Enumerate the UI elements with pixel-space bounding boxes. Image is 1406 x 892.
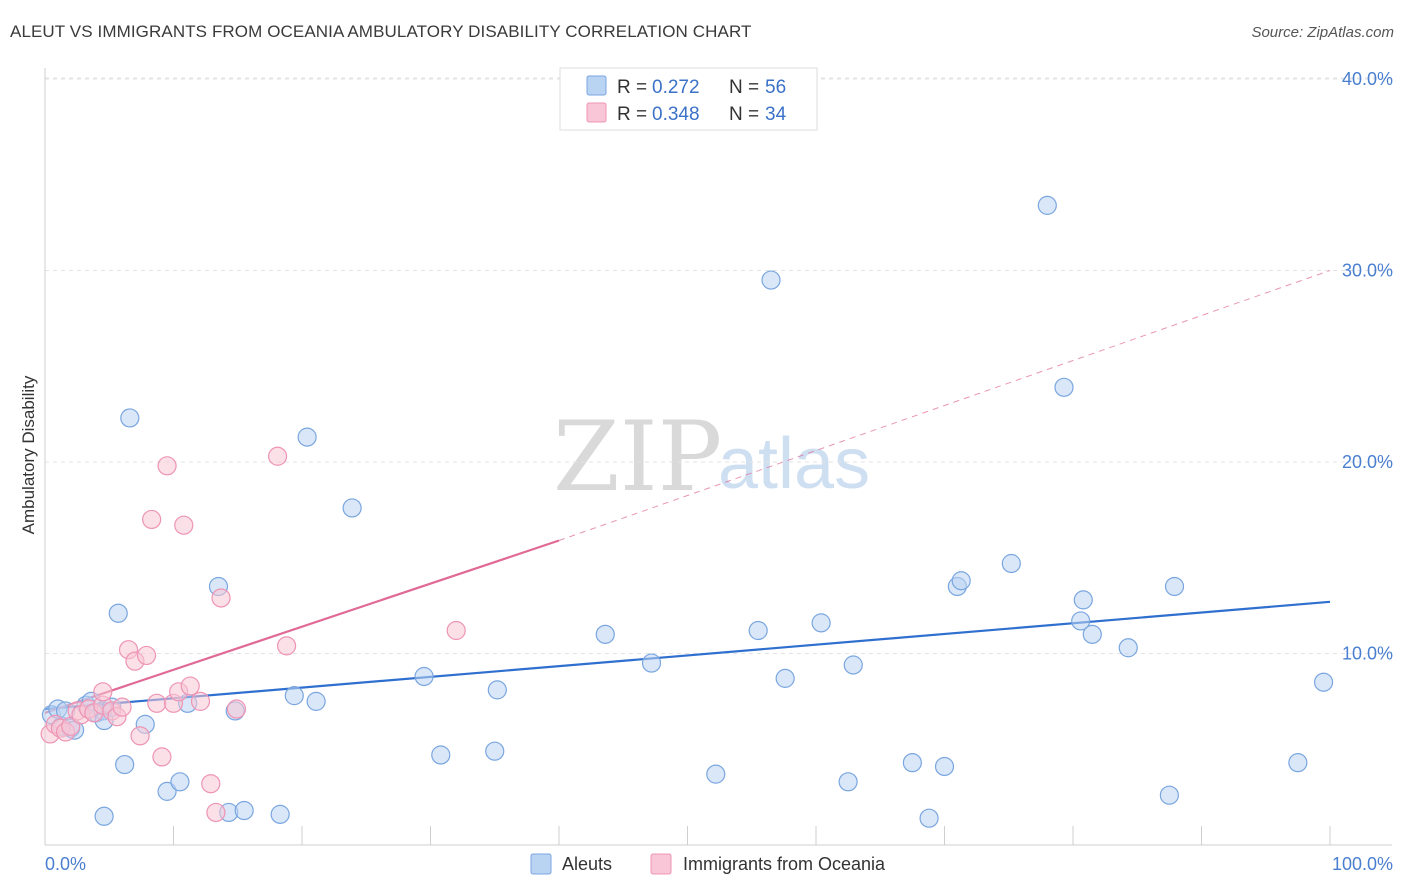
oceania-point <box>267 446 288 466</box>
oceania-point <box>174 515 194 535</box>
aleuts-point <box>342 498 362 518</box>
y-tick-label: 10.0% <box>1342 644 1393 664</box>
oceania-point <box>201 774 221 794</box>
bottom-legend-swatch-aleuts <box>530 853 552 875</box>
x-tick-label-min: 0.0% <box>45 854 86 874</box>
oceania-point <box>276 636 297 656</box>
legend-r-value-aleuts: 0.272 <box>652 77 700 98</box>
aleuts-point <box>414 666 434 687</box>
aleuts-point <box>1054 377 1074 397</box>
aleuts-point <box>706 764 726 784</box>
oceania-point <box>112 697 132 717</box>
legend-r-label-aleuts: R = <box>617 77 647 98</box>
watermark-zip: ZIP <box>553 401 722 513</box>
aleuts-point <box>811 613 831 633</box>
aleuts-point <box>485 741 505 761</box>
y-tick-label: 40.0% <box>1342 69 1393 89</box>
aleuts-point <box>748 620 768 641</box>
bottom-legend: Aleuts Immigrants from Oceania <box>530 853 886 875</box>
oceania-point <box>157 456 177 476</box>
data-points <box>40 195 1334 828</box>
x-axis-ticks <box>44 826 1331 845</box>
aleuts-point <box>157 781 177 801</box>
y-axis-label: Ambulatory Disability <box>19 375 38 534</box>
aleuts-point <box>843 655 863 675</box>
legend-box: R = 0.272 N = 56 R = 0.348 N = 34 <box>559 67 818 131</box>
oceania-point <box>152 747 172 767</box>
legend-swatch-oceania <box>586 102 607 123</box>
aleuts-point <box>115 754 135 775</box>
aleuts-point <box>297 427 317 447</box>
aleuts-point <box>1164 576 1185 597</box>
oceania-point <box>446 620 466 641</box>
aleuts-point <box>1118 638 1138 658</box>
aleuts-point <box>306 691 326 711</box>
y-tick-labels: 10.0% 20.0% 30.0% 40.0% <box>1342 69 1393 664</box>
aleuts-point <box>120 408 140 428</box>
legend-n-value-aleuts: 56 <box>765 77 786 98</box>
aleuts-point <box>775 668 795 688</box>
oceania-trend-extension <box>558 270 1331 541</box>
legend-n-value-oceania: 34 <box>765 104 787 125</box>
aleuts-point <box>934 756 955 777</box>
oceania-point <box>130 726 150 746</box>
aleuts-point <box>951 571 971 591</box>
watermark-atlas: atlas <box>718 424 870 504</box>
oceania-point <box>206 802 226 823</box>
oceania-point <box>93 682 113 702</box>
oceania-point <box>226 699 247 719</box>
oceania-trend-line <box>44 539 560 714</box>
aleuts-point <box>270 804 290 824</box>
x-tick-label-max: 100.0% <box>1332 854 1393 874</box>
aleuts-point <box>1313 672 1334 692</box>
legend-swatch-aleuts <box>586 75 607 96</box>
aleuts-point <box>1073 590 1093 610</box>
aleuts-trend-line <box>44 600 1331 711</box>
grid-lines <box>45 77 1392 654</box>
aleuts-point <box>284 686 304 706</box>
oceania-point <box>180 676 200 696</box>
aleuts-point <box>919 808 939 828</box>
aleuts-point <box>234 800 254 821</box>
aleuts-point <box>1159 785 1179 805</box>
oceania-point <box>190 691 211 711</box>
aleuts-point <box>1082 624 1102 644</box>
oceania-point <box>211 588 231 608</box>
aleuts-point <box>431 745 451 765</box>
aleuts-point <box>1288 753 1308 773</box>
aleuts-point <box>1071 611 1091 631</box>
legend-r-value-oceania: 0.348 <box>652 104 700 125</box>
bottom-legend-label-oceania: Immigrants from Oceania <box>683 854 886 874</box>
bottom-legend-swatch-oceania <box>650 853 672 875</box>
aleuts-point <box>641 653 662 673</box>
aleuts-point <box>170 772 190 792</box>
source-note: Source: ZipAtlas.com <box>1251 24 1394 41</box>
aleuts-point <box>902 753 922 773</box>
aleuts-point <box>595 624 615 644</box>
aleuts-point <box>1001 553 1021 574</box>
oceania-point <box>147 693 167 713</box>
aleuts-point <box>761 270 781 290</box>
aleuts-point <box>487 680 507 700</box>
aleuts-point <box>838 772 858 792</box>
chart-title: ALEUT VS IMMIGRANTS FROM OCEANIA AMBULAT… <box>10 22 752 41</box>
legend-n-label-oceania: N = <box>729 104 759 125</box>
legend-n-label-aleuts: N = <box>729 77 759 98</box>
trend-lines <box>44 270 1331 714</box>
y-tick-label: 30.0% <box>1342 261 1393 281</box>
legend-r-label-oceania: R = <box>617 104 647 125</box>
aleuts-point <box>108 603 128 623</box>
y-tick-label: 20.0% <box>1342 452 1393 472</box>
oceania-point <box>142 509 162 530</box>
aleuts-point <box>1037 195 1057 215</box>
oceania-point <box>136 645 157 666</box>
aleuts-point <box>94 806 114 826</box>
bottom-legend-label-aleuts: Aleuts <box>562 854 612 874</box>
